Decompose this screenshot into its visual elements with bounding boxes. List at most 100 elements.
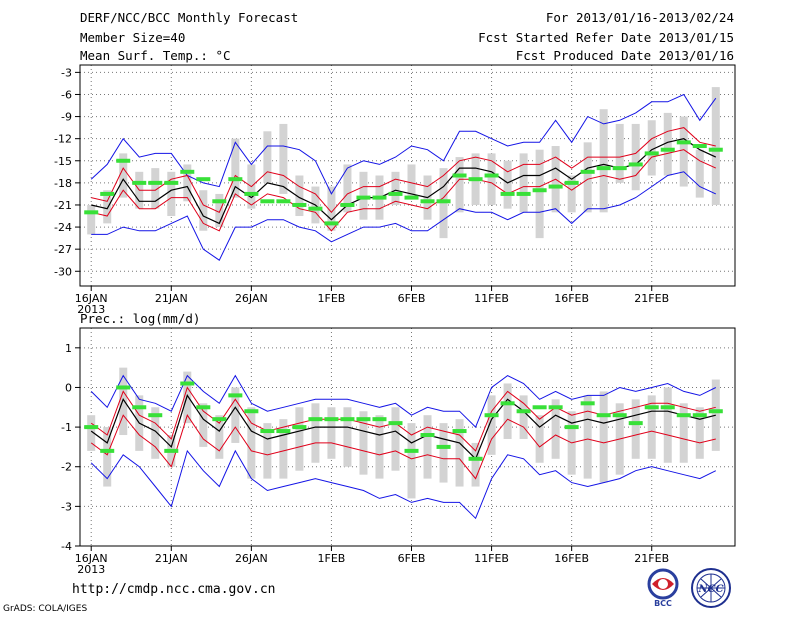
temp-observed-marker <box>100 191 115 196</box>
temp-spread-bar <box>695 149 704 198</box>
temp-observed-marker <box>644 151 659 156</box>
temp-observed-marker <box>356 195 371 200</box>
prec-observed-marker <box>596 413 611 418</box>
temp-observed-marker <box>292 202 307 207</box>
temp-xtick-label: 11FEB <box>474 292 509 305</box>
prec-observed-marker <box>180 381 195 386</box>
temp-observed-marker <box>676 140 691 145</box>
temp-xtick-label: 6FEB <box>398 292 426 305</box>
prec-spread-bar <box>359 411 368 475</box>
prec-line-ensemble-mean <box>90 394 716 460</box>
header-line2-right: Fcst Started Refer Date 2013/01/15 <box>478 30 734 45</box>
temp-spread-bar <box>87 204 96 235</box>
prec-observed-marker <box>420 433 435 438</box>
temp-xtick-label: 16FEB <box>554 292 589 305</box>
temp-xtick-label: 1FEB <box>318 292 346 305</box>
prec-spread-bar <box>279 419 288 479</box>
prec-spread-bar <box>647 395 656 459</box>
temp-observed-marker <box>564 180 579 185</box>
prec-observed-marker <box>212 417 227 422</box>
temp-observed-marker <box>708 147 723 152</box>
temp-observed-marker <box>548 184 563 189</box>
temp-observed-marker <box>228 177 243 182</box>
temp-frame <box>79 64 736 287</box>
temp-observed-marker <box>612 166 627 171</box>
prec-spread-bar <box>311 403 320 463</box>
temp-spread-bar <box>391 171 400 205</box>
prec-observed-marker <box>100 448 115 453</box>
temp-spread-bar <box>503 160 512 209</box>
prec-xtick-label: 6FEB <box>398 552 426 565</box>
temp-observed-marker <box>660 147 675 152</box>
prec-observed-marker <box>292 425 307 430</box>
temp-xtick-label: 21JAN <box>155 292 188 305</box>
temp-line-ensemble-mean <box>91 138 717 225</box>
prec-spread-bar <box>151 407 160 459</box>
temp-observed-marker <box>516 191 531 196</box>
prec-observed-marker <box>580 401 595 406</box>
prec-observed-marker <box>372 417 387 422</box>
temp-xtick-label: 26JAN <box>235 292 268 305</box>
prec-spread-bar <box>487 395 496 455</box>
prec-observed-marker <box>340 417 355 422</box>
bcc-logo-text: BCC <box>654 599 672 608</box>
prec-xtick-label: 16JAN <box>75 552 108 565</box>
temp-observed-marker <box>436 199 451 204</box>
temp-spread-bar <box>631 123 640 191</box>
prec-observed-marker <box>196 405 211 410</box>
prec-spread-bar <box>679 403 688 463</box>
temp-observed-marker <box>132 180 147 185</box>
temp-spread-bar <box>487 153 496 205</box>
prec-spread-bar <box>455 419 464 487</box>
temp-ytick-label: -24 <box>54 221 72 234</box>
prec-spread-bar <box>471 442 480 487</box>
bcc-logo: BCC <box>647 568 679 608</box>
temp-observed-marker <box>308 206 323 211</box>
prec-observed-marker <box>388 421 403 426</box>
temp-observed-marker <box>276 199 291 204</box>
precipitation-chart-title: Prec.: log(mm/d) <box>80 311 201 326</box>
source-url[interactable]: http://cmdp.ncc.cma.gov.cn <box>72 582 276 597</box>
prec-spread-bar <box>423 415 432 479</box>
temp-line-upper-spread <box>91 127 716 214</box>
temp-spread-bar <box>199 190 208 231</box>
temp-observed-marker <box>628 162 643 167</box>
prec-spread-bar <box>407 423 416 499</box>
prec-ytick-label: -2 <box>61 461 72 474</box>
prec-ytick-label: -1 <box>61 421 72 434</box>
temp-spread-bar <box>263 131 272 183</box>
prec-observed-marker <box>84 425 99 430</box>
prec-observed-marker <box>692 413 707 418</box>
temp-line-maximum <box>90 93 717 195</box>
temp-ytick-label: -3 <box>61 66 72 79</box>
prec-spread-bar <box>375 415 384 479</box>
ncc-logo-text: NCC <box>697 584 723 595</box>
prec-spread-bar <box>535 415 544 463</box>
temp-xtick-label: 21FEB <box>634 292 669 305</box>
temp-spread-bar <box>279 123 288 194</box>
temp-spread-bar <box>407 164 416 198</box>
temp-spread-bar <box>567 175 576 213</box>
temp-spread-bar <box>535 149 544 239</box>
temp-spread-bar <box>151 168 160 209</box>
prec-spread-bar <box>87 415 96 451</box>
prec-observed-marker <box>676 413 691 418</box>
temp-spread-bar <box>615 123 624 183</box>
prec-ytick-label: 0 <box>65 381 72 394</box>
prec-spread-bar <box>503 383 512 439</box>
prec-spread-bar <box>343 407 352 467</box>
prec-spread-bar <box>263 423 272 479</box>
prec-spread-bar <box>599 391 608 483</box>
prec-spread-bar <box>247 407 256 479</box>
prec-observed-marker <box>708 409 723 414</box>
temp-spread-bar <box>167 171 176 217</box>
prec-xtick-label: 11FEB <box>474 552 509 565</box>
temp-observed-marker <box>388 191 403 196</box>
temp-spread-bar <box>663 112 672 176</box>
prec-observed-marker <box>660 405 675 410</box>
prec-observed-marker <box>644 405 659 410</box>
temp-observed-marker <box>260 199 275 204</box>
prec-observed-marker <box>164 448 179 453</box>
prec-observed-marker <box>260 429 275 434</box>
ncc-logo: NCC <box>691 568 731 608</box>
